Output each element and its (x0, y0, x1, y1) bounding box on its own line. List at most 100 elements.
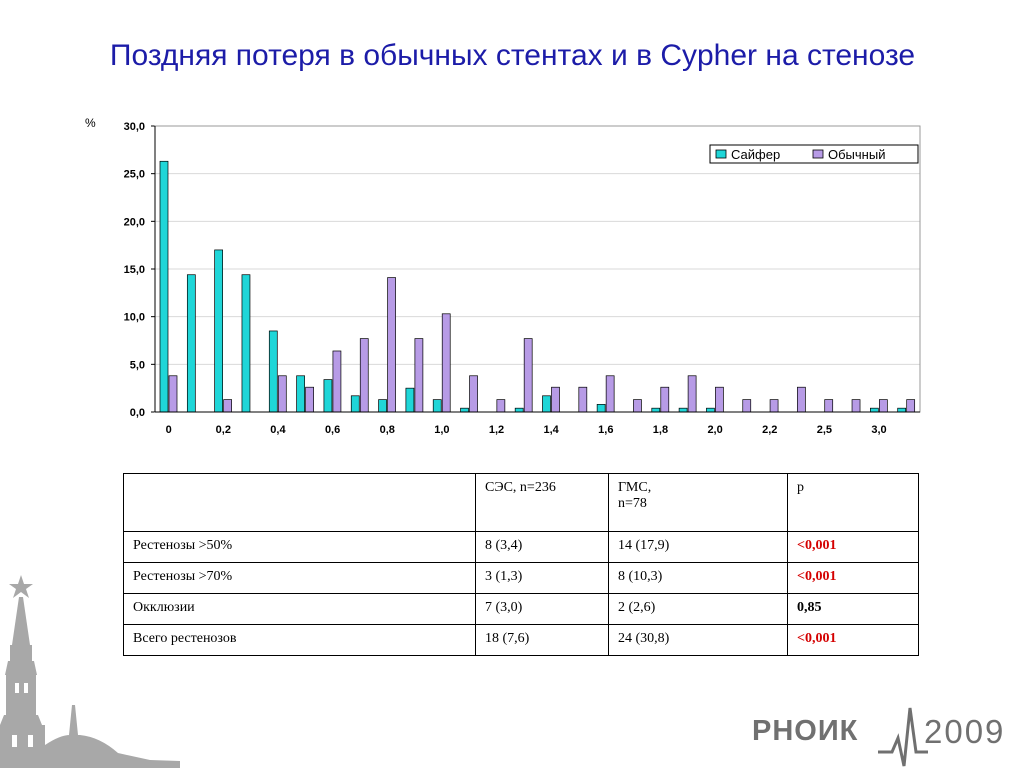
y-tick-label: 20,0 (124, 216, 145, 228)
table-row: Окклюзии 7 (3,0) 2 (2,6) 0,85 (123, 593, 919, 625)
bar-cypher (214, 249, 223, 413)
bar-bms (359, 338, 369, 413)
legend-label-bms: Обычный (828, 147, 885, 162)
bar-cypher (706, 407, 715, 413)
x-tick-label: 1,4 (544, 424, 560, 436)
bar-bms (715, 386, 724, 413)
bar-bms (469, 375, 478, 413)
legend-swatch-cypher (715, 149, 727, 159)
row-p-value: <0,001 (787, 562, 919, 594)
bar-cypher (186, 274, 196, 413)
row-label: Рестенозы >50% (123, 531, 476, 563)
bar-bms (168, 375, 178, 413)
bar-bms (633, 399, 642, 413)
legend-swatch-bms (812, 149, 824, 159)
bar-bms (496, 399, 506, 413)
y-tick-label: 25,0 (124, 169, 145, 181)
logo-text: РНОИК (752, 715, 859, 747)
y-axis-label: % (85, 116, 96, 130)
y-tick-label: 0,0 (130, 407, 145, 419)
chart-legend: Сайфер Обычный (709, 144, 919, 164)
y-tick-label: 15,0 (124, 264, 145, 276)
bar-bms (879, 399, 888, 413)
y-tick-label: 5,0 (130, 359, 145, 371)
x-tick-label: 1,2 (489, 424, 504, 436)
bar-cypher (651, 407, 661, 413)
row-ses-value: 8 (3,4) (475, 531, 609, 563)
kremlin-tower-icon (0, 575, 180, 768)
legend-label-cypher: Сайфер (731, 147, 780, 162)
x-tick-label: 0,2 (216, 424, 231, 436)
bar-bms (441, 313, 451, 413)
header-cell-bms: ГМС, n=78 (608, 473, 788, 532)
bar-bms (851, 399, 861, 413)
x-tick-label: 1,6 (598, 424, 613, 436)
row-bms-value: 24 (30,8) (608, 624, 788, 656)
x-axis-ticks: 0 0,2 0,4 0,6 0,8 1,0 1,2 1,4 1,6 1,8 2,0 2,2 2,5 3,0 (166, 424, 887, 436)
x-tick-label: 1,8 (653, 424, 668, 436)
bar-bms (551, 386, 560, 413)
x-tick-label: 3,0 (871, 424, 886, 436)
table-row: Рестенозы >50% 8 (3,4) 14 (17,9) <0,001 (123, 531, 919, 563)
bar-bms (687, 375, 697, 413)
logo-year: 2009 (924, 713, 1006, 750)
bar-cypher (405, 387, 415, 413)
row-bms-value: 2 (2,6) (608, 593, 788, 625)
x-tick-label: 0,4 (270, 424, 286, 436)
bar-bms (414, 338, 424, 413)
bar-cypher (460, 407, 469, 413)
heartbeat-pulse-icon (878, 707, 928, 767)
x-tick-label: 2,0 (707, 424, 722, 436)
y-tick-label: 10,0 (124, 312, 145, 324)
bar-bms (605, 375, 615, 413)
row-p-value: <0,001 (787, 624, 919, 656)
y-axis-ticks: 0,0 5,0 10,0 15,0 20,0 25,0 30,0 (124, 121, 155, 419)
restenosis-table: СЭС, n=236 ГМС, n=78 p Рестенозы >50% 8 … (123, 473, 919, 656)
bar-cypher (432, 399, 442, 413)
bar-cypher (542, 395, 551, 413)
bar-cypher (159, 160, 169, 413)
row-p-value: 0,85 (787, 593, 919, 625)
bar-bms (906, 399, 916, 413)
x-tick-label: 2,5 (817, 424, 832, 436)
bar-bms (277, 375, 287, 413)
table-row: Рестенозы >70% 3 (1,3) 8 (10,3) <0,001 (123, 562, 919, 594)
row-ses-value: 18 (7,6) (475, 624, 609, 656)
table-header-row: СЭС, n=236 ГМС, n=78 p (123, 473, 919, 532)
chart-bars (159, 160, 916, 413)
x-tick-label: 0 (166, 424, 172, 436)
y-tick-label: 30,0 (124, 121, 145, 133)
bar-bms (824, 399, 834, 413)
row-label: Окклюзии (123, 593, 476, 625)
slide-title: Поздняя потеря в обычных стентах и в Cyp… (109, 39, 916, 72)
bar-bms (223, 399, 232, 413)
row-bms-value: 14 (17,9) (608, 531, 788, 563)
row-p-value: <0,001 (787, 531, 919, 563)
row-label: Всего рестенозов (123, 624, 476, 656)
bar-bms (578, 386, 588, 413)
bar-bms (305, 386, 314, 413)
bar-bms (332, 350, 342, 413)
bar-chart: 0,0 5,0 10,0 15,0 20,0 25,0 30,0 0 0,2 0,4 0,6 0,8… (85, 116, 921, 436)
row-bms-value: 8 (10,3) (608, 562, 788, 594)
bar-cypher (596, 404, 606, 413)
header-cell-ses: СЭС, n=236 (475, 473, 609, 532)
x-tick-label: 0,8 (380, 424, 395, 436)
bar-cypher (378, 399, 387, 413)
bar-cypher (870, 407, 879, 413)
bar-bms (523, 338, 533, 413)
bar-cypher (268, 330, 278, 413)
row-ses-value: 3 (1,3) (475, 562, 609, 594)
bar-cypher (296, 375, 305, 413)
bar-bms (387, 277, 396, 413)
bar-bms (797, 386, 806, 413)
bar-cypher (897, 407, 907, 413)
bar-bms (769, 399, 779, 413)
bar-cypher (514, 407, 524, 413)
x-tick-label: 2,2 (762, 424, 777, 436)
bar-bms (742, 399, 752, 413)
header-cell-p: p (787, 473, 919, 532)
x-tick-label: 1,0 (434, 424, 449, 436)
x-tick-label: 0,6 (325, 424, 340, 436)
header-cell-empty (123, 473, 476, 532)
